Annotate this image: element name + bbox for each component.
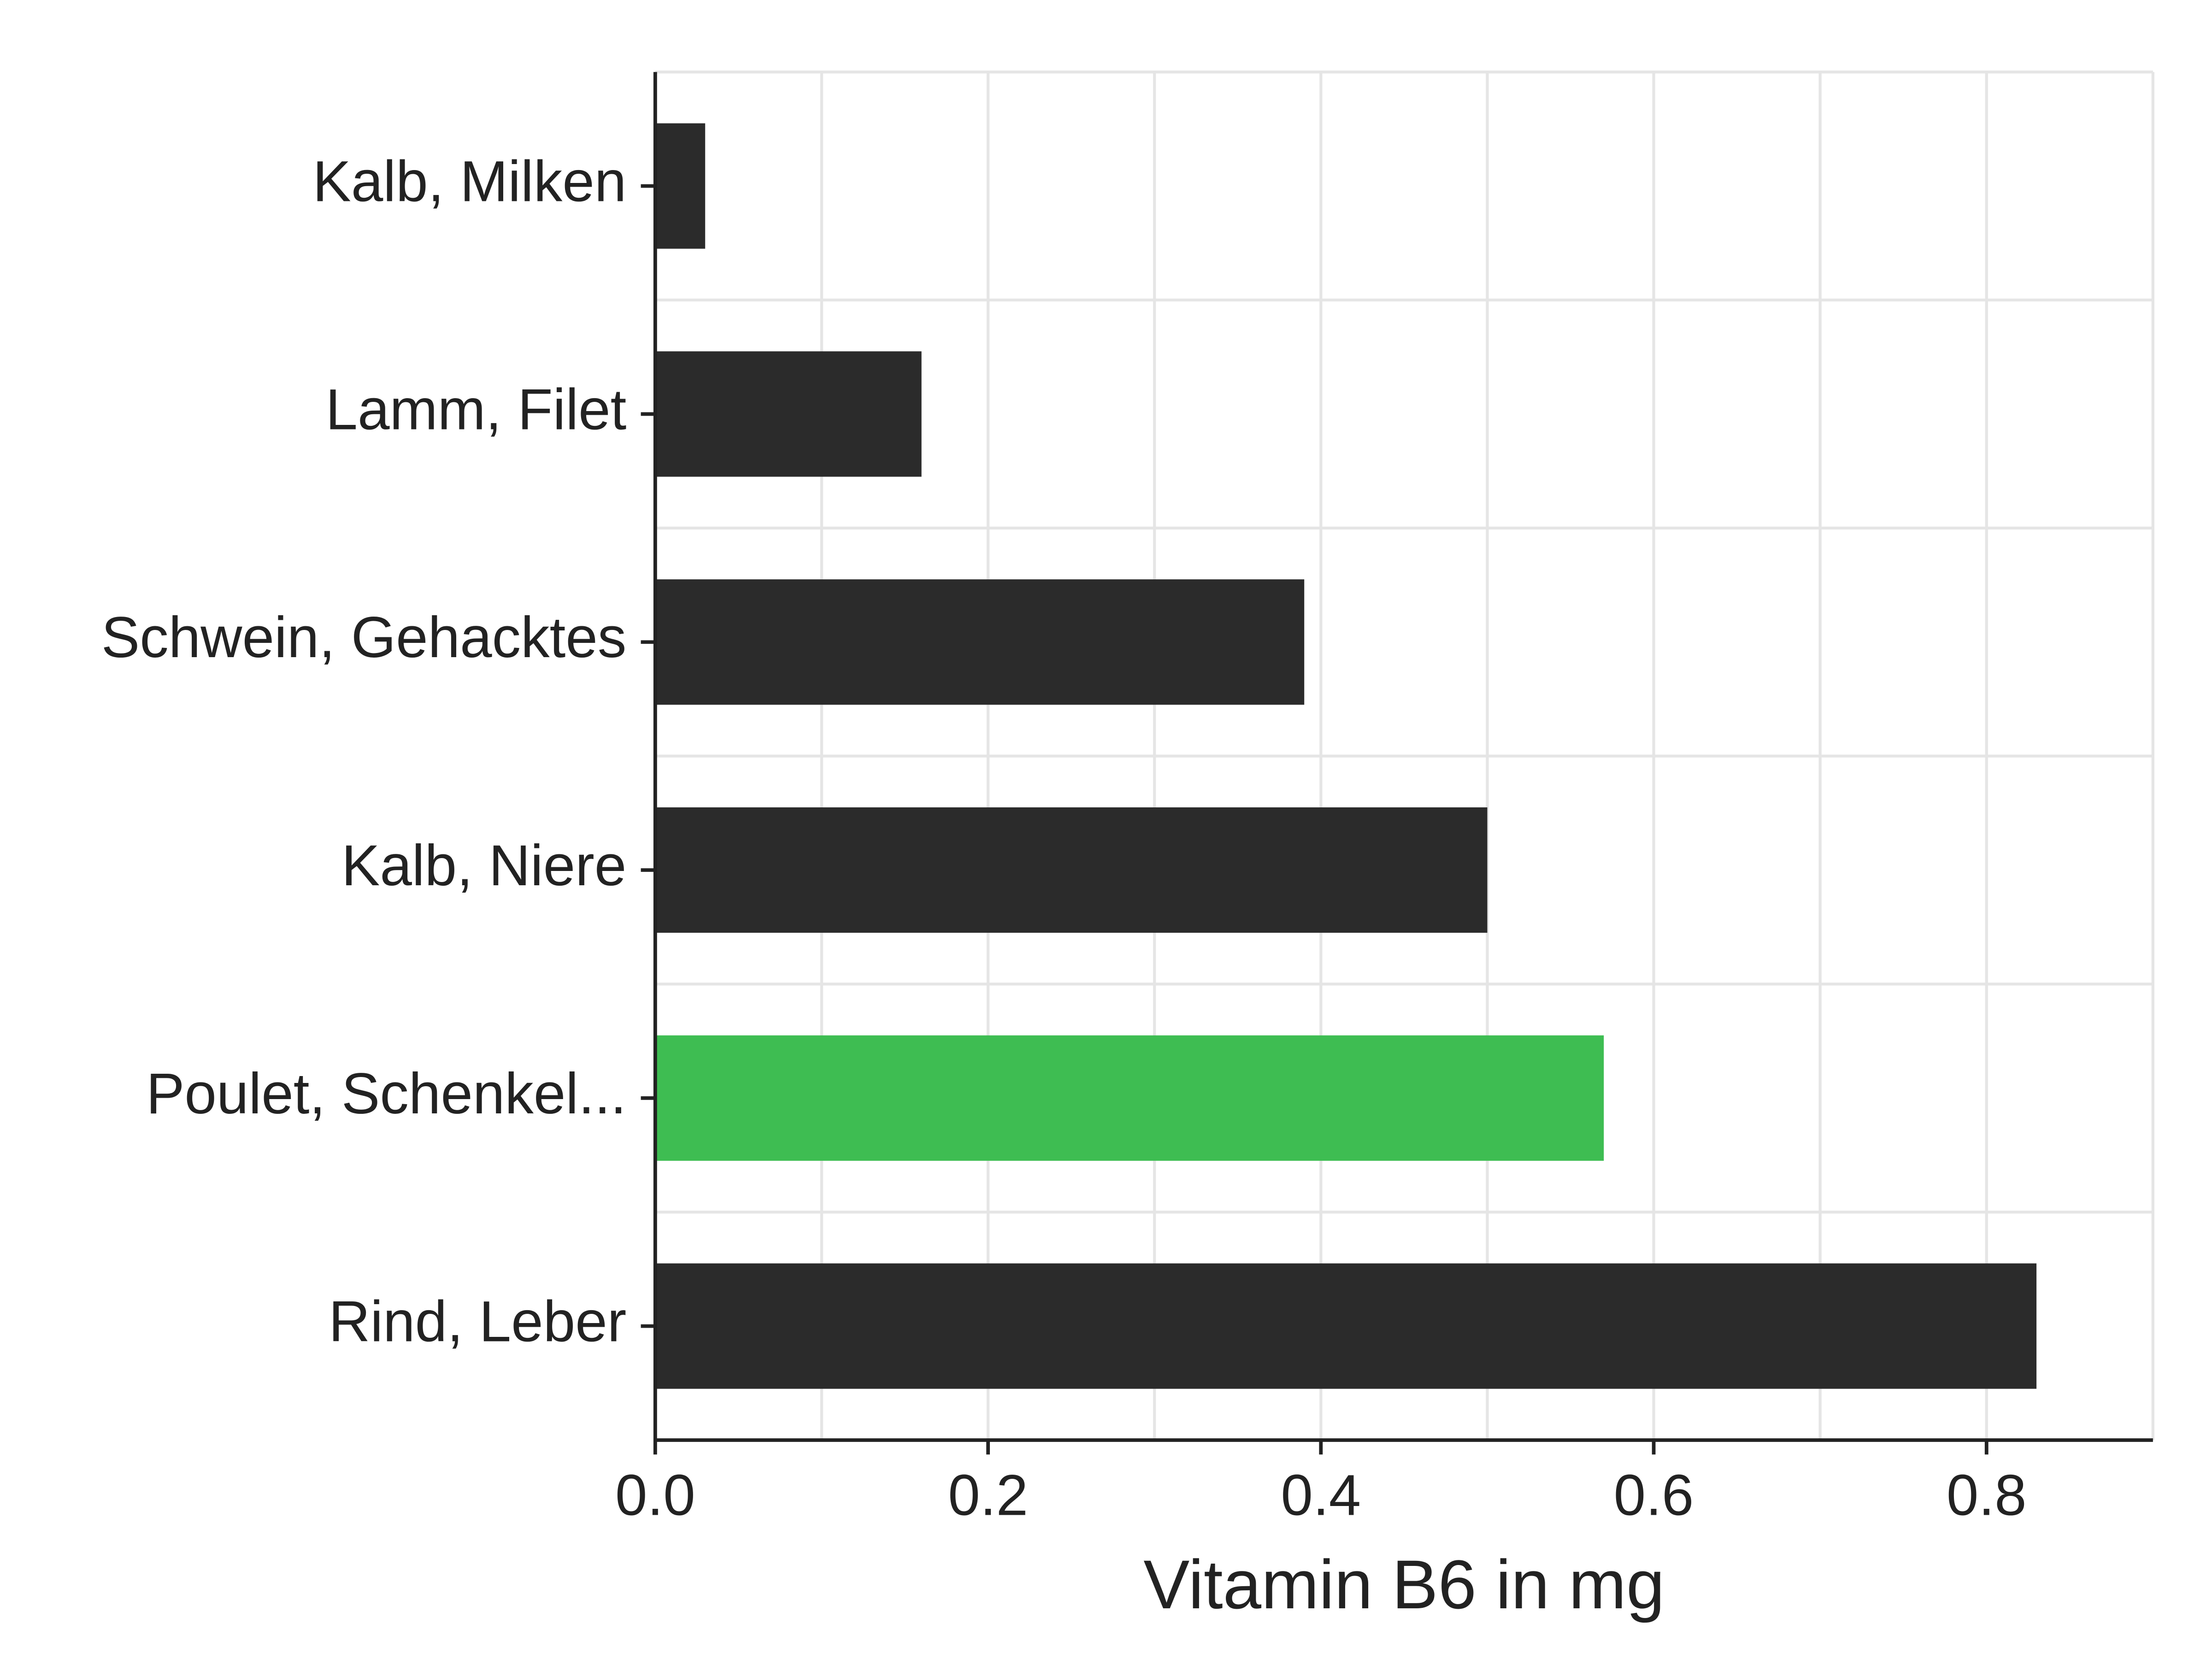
- bar: [655, 124, 705, 249]
- chart-container: 0.0 0.2 0.4 0.6 0.8 Kalb, Milken Lamm, Filet Sc…: [0, 0, 2212, 1659]
- y-tick-label: Kalb, Niere: [341, 834, 626, 898]
- x-tick-label: 0.8: [1947, 1464, 2027, 1528]
- y-tick-label: Rind, Leber: [329, 1290, 626, 1354]
- x-axis-label: Vitamin B6 in mg: [1143, 1546, 1665, 1623]
- x-tick-label: 0.2: [948, 1464, 1028, 1528]
- bar-chart: 0.0 0.2 0.4 0.6 0.8 Kalb, Milken Lamm, Filet Sc…: [0, 0, 2212, 1659]
- bar: [655, 351, 922, 477]
- bar: [655, 1035, 1604, 1161]
- bar: [655, 579, 1304, 705]
- x-tick-label: 0.0: [615, 1464, 695, 1528]
- bar: [655, 1264, 2036, 1389]
- y-tick-label: Lamm, Filet: [325, 377, 626, 441]
- y-tick-label: Kalb, Milken: [313, 150, 627, 214]
- x-tick-label: 0.4: [1281, 1464, 1361, 1528]
- x-tick-label: 0.6: [1614, 1464, 1694, 1528]
- y-tick-label: Schwein, Gehacktes: [101, 606, 626, 670]
- bar: [655, 807, 1488, 933]
- y-tick-label: Poulet, Schenkel...: [146, 1062, 626, 1126]
